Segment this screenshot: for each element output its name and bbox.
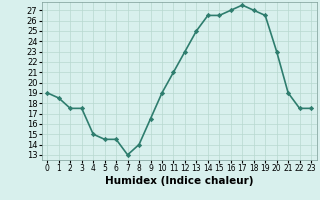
- X-axis label: Humidex (Indice chaleur): Humidex (Indice chaleur): [105, 176, 253, 186]
